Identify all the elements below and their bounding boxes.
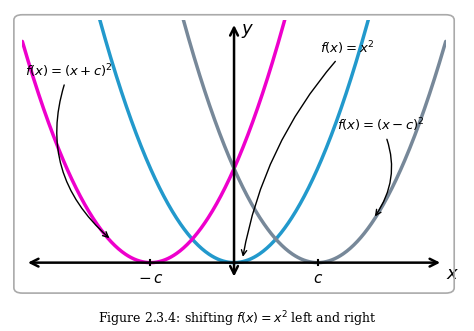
Text: $y$: $y$: [241, 22, 254, 40]
Text: $c$: $c$: [312, 272, 323, 286]
Text: $f(x) = (x - c)^2$: $f(x) = (x - c)^2$: [337, 116, 425, 215]
Text: $f(x) = x^2$: $f(x) = x^2$: [241, 39, 375, 255]
Text: $x$: $x$: [446, 265, 459, 283]
Text: $-\,c$: $-\,c$: [138, 272, 163, 286]
Text: $f(x) = (x + c)^2$: $f(x) = (x + c)^2$: [25, 62, 113, 237]
Text: Figure 2.3.4: shifting $f(x) = x^2$ left and right: Figure 2.3.4: shifting $f(x) = x^2$ left…: [98, 310, 376, 329]
